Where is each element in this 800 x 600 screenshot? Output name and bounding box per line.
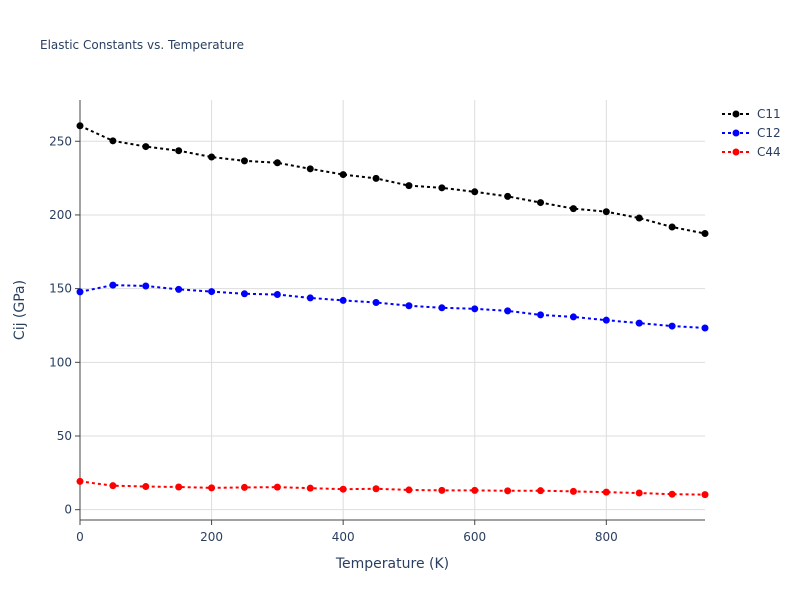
data-point[interactable] [372,298,380,306]
data-point[interactable] [438,304,446,312]
series-line [79,480,706,496]
data-point[interactable] [537,487,545,495]
data-point[interactable] [405,486,413,494]
data-point[interactable] [109,482,117,490]
data-point[interactable] [569,313,577,321]
data-point[interactable] [208,153,216,161]
chart-title: Elastic Constants vs. Temperature [40,38,244,52]
series-line [79,284,706,329]
data-point[interactable] [537,199,545,207]
data-point[interactable] [339,296,347,304]
legend-item-c12[interactable]: C12 [722,126,781,140]
legend: C11 C12 C44 [722,107,781,159]
data-point[interactable] [471,486,479,494]
data-point[interactable] [471,305,479,313]
x-axis-title: Temperature (K) [335,556,449,572]
data-point[interactable] [635,214,643,222]
data-point[interactable] [504,487,512,495]
data-point[interactable] [701,324,709,332]
data-point[interactable] [109,281,117,289]
data-point[interactable] [76,477,84,485]
y-tick-label: 0 [64,503,72,517]
data-point[interactable] [504,192,512,200]
data-point[interactable] [405,302,413,310]
data-point[interactable] [306,165,314,173]
data-point[interactable] [142,143,150,151]
data-point[interactable] [306,484,314,492]
data-point[interactable] [668,490,676,498]
data-point[interactable] [438,486,446,494]
data-point[interactable] [306,294,314,302]
y-tick-label: 250 [49,134,72,148]
data-point[interactable] [76,288,84,296]
data-point[interactable] [569,487,577,495]
data-point[interactable] [208,484,216,492]
legend-item-c11[interactable]: C11 [722,107,781,121]
data-point[interactable] [339,171,347,179]
data-point[interactable] [240,290,248,298]
data-point[interactable] [208,288,216,296]
data-point[interactable] [273,159,281,167]
series-c44 [76,477,709,499]
x-tick-label: 200 [200,530,223,544]
legend-swatch-marker [732,129,740,137]
data-point[interactable] [175,483,183,491]
y-tick-label: 150 [49,282,72,296]
data-point[interactable] [602,316,610,324]
series-layer [76,122,709,499]
data-point[interactable] [240,483,248,491]
y-tick-label: 100 [49,355,72,369]
data-point[interactable] [668,322,676,330]
data-point[interactable] [273,483,281,491]
data-point[interactable] [273,291,281,299]
x-tick-label: 800 [595,530,618,544]
data-point[interactable] [668,223,676,231]
legend-label: C11 [757,107,781,121]
series-c11 [76,122,709,238]
y-axis-title: Cij (GPa) [12,280,28,340]
legend-item-c44[interactable]: C44 [722,145,781,159]
data-point[interactable] [372,174,380,182]
axes: Temperature (K) Cij (GPa) 0 200 400 600 800 0… [12,100,705,572]
series-c12 [76,281,709,332]
legend-swatch-marker [732,148,740,156]
data-point[interactable] [438,184,446,192]
data-point[interactable] [701,491,709,499]
data-point[interactable] [701,230,709,238]
data-point[interactable] [569,205,577,213]
data-point[interactable] [471,188,479,196]
data-point[interactable] [372,485,380,493]
data-point[interactable] [405,182,413,190]
legend-label: C44 [757,145,781,159]
data-point[interactable] [635,489,643,497]
data-point[interactable] [504,307,512,315]
data-point[interactable] [602,488,610,496]
x-tick-label: 0 [76,530,84,544]
data-point[interactable] [175,285,183,293]
series-line [79,124,706,235]
data-point[interactable] [175,147,183,155]
legend-label: C12 [757,126,781,140]
data-point[interactable] [602,208,610,216]
data-point[interactable] [339,485,347,493]
data-point[interactable] [537,311,545,319]
x-tick-label: 400 [332,530,355,544]
data-point[interactable] [109,137,117,145]
data-point[interactable] [142,282,150,290]
x-tick-label: 600 [463,530,486,544]
legend-swatch-marker [732,110,740,118]
data-point[interactable] [76,122,84,130]
data-point[interactable] [240,157,248,165]
grid [80,100,705,520]
data-point[interactable] [635,319,643,327]
y-tick-label: 200 [49,208,72,222]
y-tick-label: 50 [57,429,72,443]
data-point[interactable] [142,483,150,491]
